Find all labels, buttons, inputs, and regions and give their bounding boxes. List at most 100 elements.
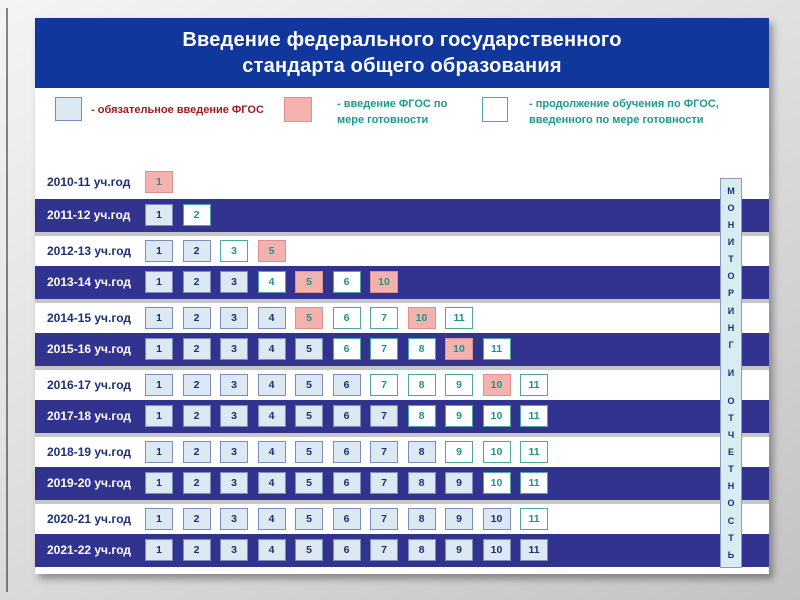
grade-cell-11: 11 xyxy=(520,373,548,396)
grade-cells: 1 2 3 4 5 6 7 8 9 10 11 xyxy=(145,507,558,530)
grade-cell-4: 4 xyxy=(257,373,286,396)
grade-cell-3: 3 xyxy=(220,405,248,428)
legend-label-continuation: - продолжение обучения по ФГОС, введенно… xyxy=(529,98,719,126)
grade-cell-2: 2 xyxy=(182,239,211,262)
grade-cell-4: 4 xyxy=(257,507,286,530)
grade-cell-11: 11 xyxy=(482,338,511,361)
presentation-slide: Введение федерального государственного с… xyxy=(35,18,769,574)
legend: - обязательное введение ФГОС - введение … xyxy=(35,88,769,165)
legend-swatch-as-ready xyxy=(284,97,312,122)
grade-cell-7: 7 xyxy=(370,539,398,562)
legend-label-mandatory: - обязательное введение ФГОС xyxy=(91,104,264,116)
grade-cell-2: 2 xyxy=(182,507,211,530)
year-label: 2017-18 уч.год xyxy=(47,409,131,424)
grade-cell-4: 4 xyxy=(257,440,286,463)
year-label: 2020-21 уч.год xyxy=(47,511,131,526)
grade-cells: 1 2 3 4 5 6 7 10 11 xyxy=(145,306,483,329)
grade-cell-6: 6 xyxy=(332,405,361,428)
grade-cell-3: 3 xyxy=(220,271,248,294)
year-row: 2015-16 уч.год 1 2 3 4 5 6 7 8 10 11 xyxy=(35,332,769,366)
vertical-label-letter: Ч xyxy=(727,430,735,441)
slide-title-line1: Введение федерального государственного xyxy=(182,29,622,51)
schedule-rows: 2010-11 уч.год 1 2011-12 уч.год 1 2 2012-13 у… xyxy=(35,165,769,567)
grade-cell-2: 2 xyxy=(182,405,211,428)
grade-cell-11: 11 xyxy=(520,440,548,463)
grade-cell-3: 3 xyxy=(220,239,248,262)
grade-cell-6: 6 xyxy=(332,539,361,562)
grade-cell-7: 7 xyxy=(370,405,398,428)
vertical-label-letter: О xyxy=(727,271,735,282)
grade-cell-5: 5 xyxy=(295,306,323,329)
vertical-label-letter: Т xyxy=(728,254,734,265)
year-label: 2019-20 уч.год xyxy=(47,476,131,491)
year-label: 2011-12 уч.год xyxy=(47,208,131,223)
grade-cell-3: 3 xyxy=(220,338,248,361)
year-label: 2012-13 уч.год xyxy=(47,243,131,258)
vertical-label-letter: С xyxy=(727,515,735,526)
grade-cells: 1 2 3 4 5 6 7 8 9 10 11 xyxy=(145,373,558,396)
grade-cell-5: 5 xyxy=(295,472,323,495)
grade-cell-8: 8 xyxy=(407,405,436,428)
grade-cell-2: 2 xyxy=(182,204,211,227)
grade-cell-2: 2 xyxy=(182,338,211,361)
vertical-label-letter: О xyxy=(727,203,735,214)
grade-cell-11: 11 xyxy=(445,306,473,329)
grade-cell-6: 6 xyxy=(332,373,361,396)
vertical-label-letter: Н xyxy=(727,481,735,492)
grade-cell-2: 2 xyxy=(182,440,211,463)
year-row: 2016-17 уч.год 1 2 3 4 5 6 7 8 9 10 11 xyxy=(35,366,769,400)
grade-cell-10: 10 xyxy=(407,306,436,329)
grade-cell-5: 5 xyxy=(295,539,323,562)
grade-cell-8: 8 xyxy=(407,472,436,495)
vertical-label-letter: Н xyxy=(727,220,735,231)
grade-cell-10: 10 xyxy=(482,507,511,530)
grade-cell-2: 2 xyxy=(182,271,211,294)
grade-cell-10: 10 xyxy=(482,373,511,396)
grade-cell-7: 7 xyxy=(370,373,398,396)
year-row: 2020-21 уч.год 1 2 3 4 5 6 7 8 9 10 11 xyxy=(35,500,769,534)
vertical-label-letter: Т xyxy=(728,464,734,475)
grade-cell-5: 5 xyxy=(257,239,286,262)
grade-cell-1: 1 xyxy=(145,271,173,294)
vertical-label-letter: Ь xyxy=(727,549,735,560)
vertical-label-letter: Т xyxy=(728,532,734,543)
grade-cell-1: 1 xyxy=(145,472,173,495)
grade-cell-1: 1 xyxy=(145,539,173,562)
year-row: 2019-20 уч.год 1 2 3 4 5 6 7 8 9 10 11 xyxy=(35,466,769,500)
grade-cell-9: 9 xyxy=(445,539,473,562)
grade-cell-1: 1 xyxy=(145,306,173,329)
grade-cells: 1 xyxy=(145,170,183,193)
grade-cell-10: 10 xyxy=(445,338,473,361)
vertical-label-letter: О xyxy=(727,498,735,509)
grade-cell-9: 9 xyxy=(445,507,473,530)
grade-cell-6: 6 xyxy=(332,271,361,294)
grade-cell-9: 9 xyxy=(445,373,473,396)
grade-cell-4: 4 xyxy=(257,539,286,562)
grade-cell-8: 8 xyxy=(407,373,436,396)
grade-cell-4: 4 xyxy=(257,472,286,495)
grade-cell-11: 11 xyxy=(520,405,548,428)
year-row: 2014-15 уч.год 1 2 3 4 5 6 7 10 11 xyxy=(35,299,769,333)
year-row: 2013-14 уч.год 1 2 3 4 5 6 10 xyxy=(35,265,769,299)
legend-label-as-ready: - введение ФГОС по мере готовности xyxy=(337,98,448,126)
vertical-label-letter: Р xyxy=(727,288,734,299)
slide-title-bar: Введение федерального государственного с… xyxy=(35,18,769,88)
grade-cell-7: 7 xyxy=(370,507,398,530)
grade-cell-3: 3 xyxy=(220,373,248,396)
grade-cell-2: 2 xyxy=(182,472,211,495)
grade-cell-10: 10 xyxy=(482,539,511,562)
vertical-label-letter: Е xyxy=(727,447,734,458)
grade-cell-4: 4 xyxy=(257,271,286,294)
grade-cell-7: 7 xyxy=(370,440,398,463)
grade-cell-1: 1 xyxy=(145,239,173,262)
legend-swatch-continuation xyxy=(482,97,508,122)
grade-cell-1: 1 xyxy=(145,373,173,396)
year-label: 2015-16 уч.год xyxy=(47,342,131,357)
grade-cell-5: 5 xyxy=(295,405,323,428)
grade-cell-1: 1 xyxy=(145,507,173,530)
grade-cell-3: 3 xyxy=(220,507,248,530)
grade-cell-11: 11 xyxy=(520,507,548,530)
grade-cell-5: 5 xyxy=(295,373,323,396)
